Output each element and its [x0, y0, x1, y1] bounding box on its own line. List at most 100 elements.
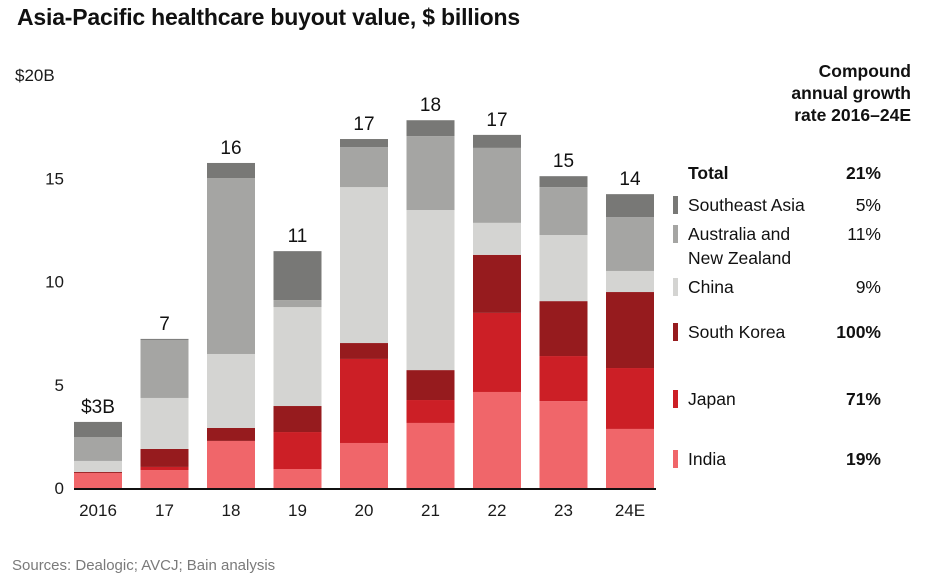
bar-segment-japan [406, 400, 455, 423]
bar-stack [140, 338, 189, 488]
y-axis: 0 5 10 15 $20B [15, 66, 64, 498]
bars [74, 120, 654, 488]
y-tick-label: 5 [55, 376, 64, 395]
bar-segment-australia-and-new-zealand [539, 187, 588, 236]
bar-stack [606, 194, 654, 488]
x-tick-label: 17 [155, 501, 174, 520]
bar-segment-australia-and-new-zealand [406, 136, 455, 211]
bar-segment-china [473, 222, 521, 255]
bar-total-label: 11 [288, 226, 308, 247]
bar-segment-india [273, 469, 322, 488]
legend-header-line: Compound [818, 61, 911, 81]
bar-segment-india [140, 470, 189, 488]
legend-header: Compound annual growth rate 2016–24E [740, 60, 911, 126]
bar-segment-china [606, 270, 654, 293]
bar-segment-australia-and-new-zealand [273, 300, 322, 308]
bar-segment-australia-and-new-zealand [340, 147, 388, 188]
bar-stack [273, 251, 322, 488]
legend-label: Japan [688, 389, 736, 409]
bar-segment-southeast-asia [74, 421, 122, 437]
bar-segment-china [273, 307, 322, 407]
legend-cagr-value: 11% [847, 224, 881, 244]
legend-total-row: Total 21% [673, 161, 883, 183]
legend-label: Southeast Asia [688, 195, 805, 215]
bar-segment-southeast-asia [473, 134, 521, 148]
legend-total-label: Total [688, 163, 729, 183]
legend-label: India [688, 449, 726, 469]
bar-segment-india [406, 422, 455, 488]
legend-header-line: annual growth [791, 83, 911, 103]
bar-total-label: 17 [353, 114, 374, 135]
bar-total-label: 14 [619, 169, 641, 190]
bar-stack [539, 176, 588, 488]
bar-total-label: 7 [159, 314, 170, 335]
bar-segment-south-korea [140, 448, 189, 467]
bar-segment-southeast-asia [606, 194, 654, 218]
x-tick-label: 20 [355, 501, 374, 520]
legend-swatch [673, 450, 678, 468]
legend-cagr-value: 19% [845, 449, 881, 469]
bar-segment-japan [473, 312, 521, 392]
bar-segment-australia-and-new-zealand [74, 436, 122, 461]
bar-segment-china [140, 397, 189, 449]
bar-total-label: 15 [553, 151, 574, 172]
bar-segment-china [539, 235, 588, 302]
y-tick-label: 0 [55, 479, 64, 498]
x-axis: 2016 17 18 19 20 21 22 23 24E [79, 501, 645, 520]
x-tick-label: 18 [222, 501, 241, 520]
bar-segment-china [406, 210, 455, 371]
legend-header-line: rate 2016–24E [794, 105, 911, 125]
bar-segment-japan [606, 368, 654, 429]
bar-segment-india [207, 440, 255, 488]
legend-item: India 19% [673, 447, 883, 469]
legend-item: Australia and New Zealand 11% [673, 222, 883, 268]
bar-stack [473, 134, 521, 488]
bar-segment-china [74, 460, 122, 472]
legend-cagr-value: 9% [855, 277, 881, 297]
bar-segment-china [340, 187, 388, 344]
bar-segment-southeast-asia [406, 120, 455, 137]
bar-segment-southeast-asia [273, 251, 322, 301]
bar-segment-southeast-asia [539, 176, 588, 188]
bar-segment-india [539, 401, 588, 488]
bar-segment-japan [340, 358, 388, 443]
legend-swatch [673, 390, 678, 408]
bar-segment-japan [273, 432, 322, 470]
chart-title: Asia-Pacific healthcare buyout value, $ … [17, 4, 520, 30]
legend-item: Southeast Asia 5% [673, 193, 883, 215]
legend-cagr-value: 71% [845, 389, 881, 409]
source-note: Sources: Dealogic; AVCJ; Bain analysis [12, 557, 276, 574]
legend-label: South Korea [688, 322, 786, 342]
legend-swatch [673, 225, 678, 243]
legend-cagr-value: 5% [855, 195, 881, 215]
bar-segment-india [74, 472, 122, 488]
legend-swatch [673, 323, 678, 341]
legend-item: Japan 71% [673, 387, 883, 409]
bar-segment-south-korea [473, 254, 521, 313]
legend-cagr-value: 100% [836, 322, 881, 342]
x-tick-label: 24E [615, 501, 645, 520]
bar-stack [74, 421, 122, 488]
x-tick-label: 23 [554, 501, 573, 520]
bar-segment-south-korea [273, 406, 322, 433]
bar-total-label: $3B [81, 397, 115, 418]
legend-total-cagr: 21% [845, 163, 881, 183]
bar-stack [207, 162, 255, 488]
bar-segment-japan [539, 356, 588, 402]
bar-segment-australia-and-new-zealand [606, 217, 654, 271]
legend-item: South Korea 100% [673, 320, 883, 342]
bar-segment-china [207, 353, 255, 428]
x-tick-label: 21 [421, 501, 440, 520]
bar-segment-south-korea [74, 471, 122, 473]
y-tick-label: $20B [15, 66, 55, 85]
x-tick-label: 22 [488, 501, 507, 520]
bar-segment-south-korea [340, 343, 388, 359]
bar-segment-india [473, 391, 521, 488]
bar-segment-south-korea [406, 370, 455, 401]
bar-segment-australia-and-new-zealand [140, 339, 189, 398]
bar-segment-japan [140, 466, 189, 471]
bar-segment-india [340, 442, 388, 488]
bar-stack [406, 120, 455, 488]
x-tick-label: 2016 [79, 501, 117, 520]
